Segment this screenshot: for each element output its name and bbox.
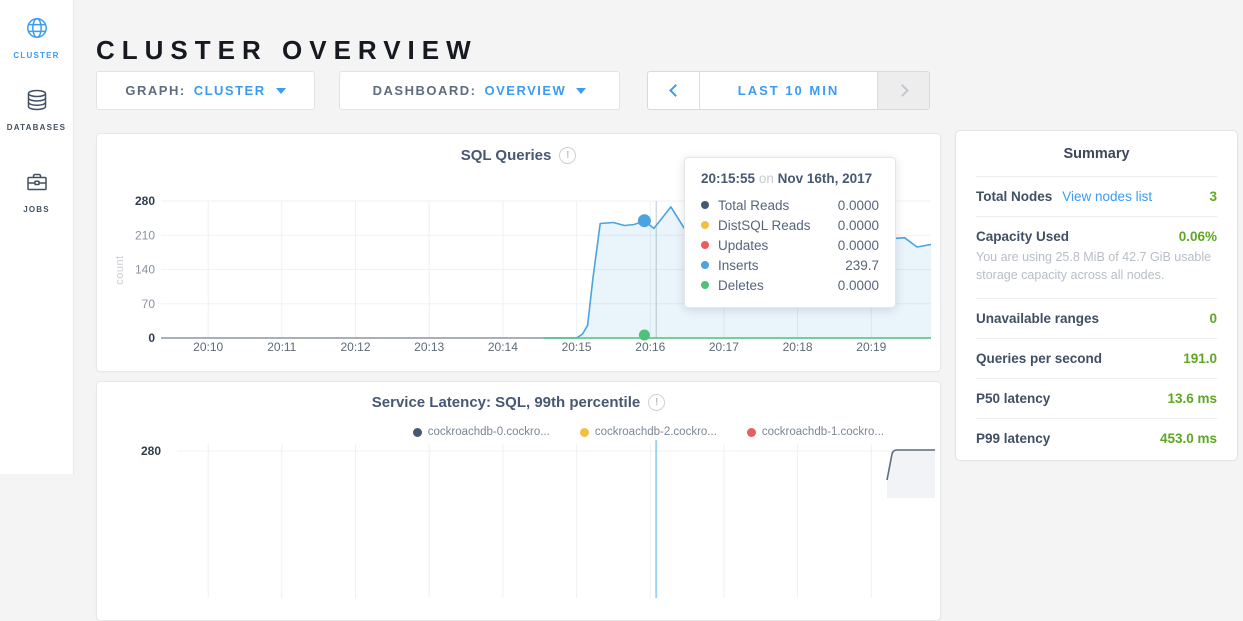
chevron-down-icon [576, 87, 587, 94]
summary-panel: Summary Total Nodes View nodes list 3 Ca… [955, 130, 1238, 461]
capacity-used-value: 0.06% [1178, 229, 1217, 244]
summary-row-unavailable-ranges: Unavailable ranges 0 [976, 298, 1217, 338]
svg-text:20:17: 20:17 [709, 340, 739, 354]
tooltip-row: DistSQL Reads 0.0000 [701, 215, 879, 235]
total-nodes-value: 3 [1209, 189, 1217, 204]
database-icon [24, 87, 50, 118]
svg-text:20:11: 20:11 [267, 340, 296, 354]
svg-text:140: 140 [135, 263, 155, 277]
tooltip-row: Total Reads 0.0000 [701, 195, 879, 215]
svg-text:280: 280 [135, 194, 155, 208]
svg-text:20:13: 20:13 [414, 340, 444, 354]
sidebar-item-databases[interactable]: DATABASES [0, 87, 73, 132]
time-window-label[interactable]: LAST 10 MIN [699, 72, 878, 109]
tooltip-timestamp: 20:15:55 on Nov 16th, 2017 [701, 171, 873, 186]
view-nodes-list-link[interactable]: View nodes list [1062, 189, 1153, 204]
chart-title: Service Latency: SQL, 99th percentile [371, 394, 641, 411]
service-latency-chart[interactable]: 280 [97, 438, 941, 598]
chart-hover-tooltip: 20:15:55 on Nov 16th, 2017 Total Reads 0.… [684, 157, 896, 308]
sidebar-item-label: JOBS [23, 205, 50, 214]
graph-dropdown-label: GRAPH: [125, 83, 186, 98]
qps-value: 191.0 [1183, 351, 1217, 367]
sidebar-item-jobs[interactable]: JOBS [0, 169, 73, 214]
summary-row-p50: P50 latency 13.6 ms [976, 378, 1217, 418]
sidebar-item-label: CLUSTER [13, 51, 60, 60]
cluster-overview-page: CLUSTER DATABASES [0, 0, 1243, 474]
info-icon[interactable] [648, 394, 666, 411]
chevron-right-icon [895, 84, 909, 97]
summary-row-qps: Queries per second 191.0 [976, 338, 1217, 378]
time-window-selector: LAST 10 MIN [647, 71, 930, 110]
tooltip-row: Updates 0.0000 [701, 235, 879, 255]
p50-latency-value: 13.6 ms [1167, 391, 1217, 407]
svg-text:20:18: 20:18 [783, 340, 813, 354]
svg-text:20:10: 20:10 [193, 340, 223, 354]
tooltip-row: Inserts 239.7 [701, 255, 879, 275]
series-dot-icon [701, 221, 709, 229]
capacity-subtext: You are using 25.8 MiB of 42.7 GiB usabl… [976, 250, 1212, 283]
sidebar: CLUSTER DATABASES [0, 0, 74, 474]
info-icon[interactable] [559, 147, 577, 164]
svg-text:210: 210 [135, 228, 155, 242]
chart-title: SQL Queries [460, 147, 552, 164]
graph-dropdown[interactable]: GRAPH: CLUSTER [96, 71, 315, 110]
graph-dropdown-value: CLUSTER [193, 83, 266, 98]
series-dot-icon [579, 427, 589, 437]
series-dot-icon [746, 427, 756, 437]
page-title: CLUSTER OVERVIEW [96, 35, 478, 66]
service-latency-chart-card: Service Latency: SQL, 99th percentile co… [96, 381, 941, 621]
dashboard-dropdown-label: DASHBOARD: [372, 83, 477, 98]
svg-text:280: 280 [141, 444, 161, 458]
p99-latency-value: 453.0 ms [1159, 431, 1217, 447]
unavailable-ranges-value: 0 [1209, 311, 1217, 327]
svg-text:20:19: 20:19 [856, 340, 886, 354]
series-dot-icon [701, 201, 709, 209]
dashboard-dropdown[interactable]: DASHBOARD: OVERVIEW [339, 71, 620, 110]
svg-text:20:15: 20:15 [562, 340, 592, 354]
series-dot-icon [412, 427, 422, 437]
summary-row-total-nodes: Total Nodes View nodes list 3 [976, 176, 1217, 216]
summary-row-p99: P99 latency 453.0 ms [976, 418, 1217, 458]
sidebar-item-cluster[interactable]: CLUSTER [0, 15, 73, 60]
summary-title: Summary [1063, 146, 1130, 162]
chart-legend: cockroachdb-0.cockro... cockroachdb-2.co… [412, 426, 884, 438]
legend-item[interactable]: cockroachdb-1.cockro... [746, 426, 884, 438]
globe-icon [24, 15, 50, 46]
dashboard-dropdown-value: OVERVIEW [484, 83, 567, 98]
series-dot-icon [701, 281, 709, 289]
svg-text:20:14: 20:14 [488, 340, 518, 354]
svg-text:0: 0 [148, 331, 155, 345]
tooltip-row: Deletes 0.0000 [701, 275, 879, 295]
chevron-left-icon [668, 84, 682, 97]
series-dot-icon [701, 261, 709, 269]
svg-text:70: 70 [142, 297, 156, 311]
time-window-next-button[interactable] [878, 72, 929, 109]
svg-text:20:16: 20:16 [635, 340, 665, 354]
legend-item[interactable]: cockroachdb-0.cockro... [412, 426, 550, 438]
svg-text:20:12: 20:12 [340, 340, 370, 354]
summary-row-capacity: Capacity Used 0.06% You are using 25.8 M… [976, 216, 1217, 298]
briefcase-icon [24, 169, 50, 200]
sidebar-item-label: DATABASES [6, 123, 67, 132]
svg-text:count: count [114, 255, 126, 284]
chevron-down-icon [275, 87, 286, 94]
series-dot-icon [701, 241, 709, 249]
legend-item[interactable]: cockroachdb-2.cockro... [579, 426, 717, 438]
time-window-prev-button[interactable] [648, 72, 699, 109]
